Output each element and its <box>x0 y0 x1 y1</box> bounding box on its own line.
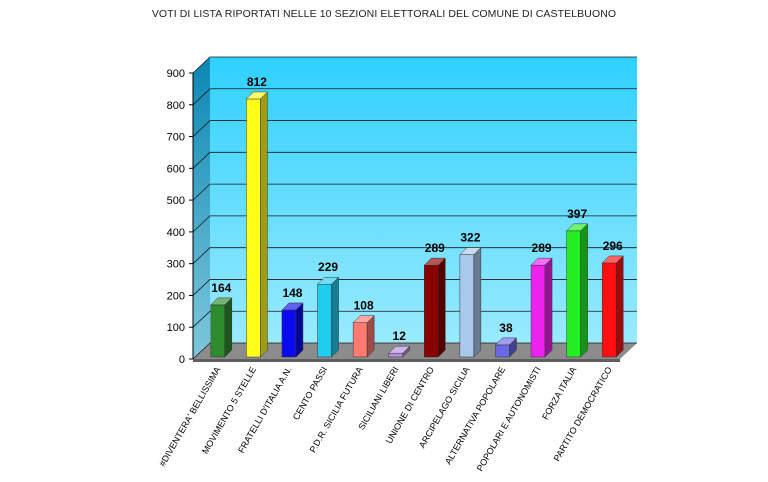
data-label: 397 <box>567 207 587 221</box>
bar-side <box>224 297 233 358</box>
y-tick-label: 700 <box>167 132 185 144</box>
bar-top <box>494 337 518 346</box>
bar-front <box>281 309 297 358</box>
bar <box>210 297 233 358</box>
data-label: 108 <box>354 299 374 313</box>
data-label: 812 <box>247 75 267 89</box>
bar-front <box>566 230 581 358</box>
gridline-side <box>192 279 211 296</box>
bar <box>459 247 482 358</box>
data-label: 289 <box>425 241 445 255</box>
bar-side <box>615 255 624 358</box>
bar-side <box>473 247 482 358</box>
bar <box>423 257 446 358</box>
y-tick-label: 0 <box>179 354 185 366</box>
data-label: 322 <box>460 231 480 245</box>
gridline-side <box>192 342 211 360</box>
bar-front <box>530 264 546 358</box>
bar-top <box>601 255 624 264</box>
bar <box>281 302 304 358</box>
gridline-side <box>192 310 211 328</box>
x-tick-label: #DIVENTERA' BELLISSIMA <box>157 365 222 468</box>
bar-front <box>317 283 332 358</box>
bar-top <box>281 302 304 311</box>
bar-top <box>566 223 589 232</box>
y-tick-label: 400 <box>167 227 185 239</box>
bar-front <box>388 352 403 358</box>
bar-side <box>580 223 588 358</box>
bar <box>566 223 589 358</box>
gridline-side <box>192 247 211 264</box>
gridline-side <box>192 120 211 137</box>
plot-background <box>210 57 637 343</box>
data-label: 148 <box>282 286 302 300</box>
gridline-side <box>192 215 211 233</box>
bar-front <box>495 344 510 358</box>
bar-side <box>438 257 446 358</box>
y-tick-label: 200 <box>167 290 185 302</box>
bar-top <box>245 91 268 100</box>
y-tick-label: 500 <box>167 195 185 207</box>
x-tick-label: ALTERNATIVA POPOLARE <box>443 365 507 466</box>
bar-top <box>388 345 411 354</box>
bar-top <box>530 257 553 266</box>
bar-top <box>316 276 340 285</box>
bar-side <box>544 257 553 358</box>
bar-front <box>601 262 617 358</box>
y-tick-label: 100 <box>167 322 185 334</box>
gridline-side <box>192 152 211 169</box>
data-label: 296 <box>603 239 623 253</box>
plot-floor <box>193 343 637 359</box>
x-tick-label: CENTO PASSI <box>291 365 330 422</box>
bar <box>601 255 624 358</box>
bar-side <box>260 91 268 358</box>
data-label: 229 <box>318 260 338 274</box>
plot-floor-edge <box>193 359 620 362</box>
bar-top <box>423 257 446 266</box>
data-label: 12 <box>393 329 407 343</box>
bar-front <box>459 254 475 358</box>
bar-side <box>331 276 339 358</box>
y-tick-label: 600 <box>167 163 185 175</box>
y-tick-label: 300 <box>167 259 185 271</box>
gridline-side <box>192 183 211 201</box>
bar-front <box>424 264 439 358</box>
y-tick-label: 800 <box>167 100 185 112</box>
bar-top <box>210 297 233 306</box>
bar-top <box>352 315 375 323</box>
bar <box>352 315 375 358</box>
x-tick-label: POPOLARI E AUTONOMISTI <box>475 365 543 473</box>
bar-front <box>210 304 226 358</box>
bar <box>388 345 411 358</box>
bar <box>494 337 518 358</box>
bar <box>530 257 553 358</box>
chart-title: VOTI DI LISTA RIPORTATI NELLE 10 SEZIONI… <box>151 8 617 20</box>
bar-top <box>459 247 482 255</box>
bar <box>316 276 340 358</box>
data-label: 38 <box>499 321 513 335</box>
bar <box>245 91 268 358</box>
gridline-side <box>192 88 211 106</box>
bar-side <box>295 302 304 358</box>
gridline-side <box>192 56 211 74</box>
x-tick-label: FORZA ITALIA <box>540 365 578 421</box>
bar-front <box>352 322 368 358</box>
data-label: 164 <box>211 281 231 295</box>
bar-front <box>246 98 261 358</box>
data-label: 289 <box>532 241 552 255</box>
y-tick-label: 900 <box>167 68 185 80</box>
